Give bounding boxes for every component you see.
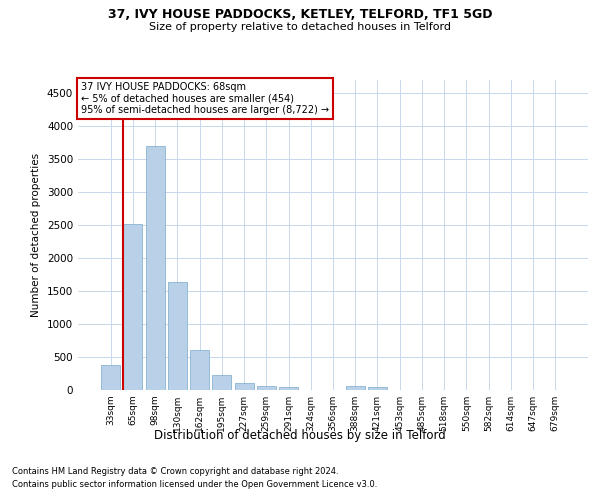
- Bar: [168, 282, 187, 390]
- Bar: [368, 386, 387, 390]
- Bar: [124, 224, 142, 390]
- Bar: [257, 386, 276, 390]
- Bar: [235, 383, 254, 390]
- Text: Contains HM Land Registry data © Crown copyright and database right 2024.: Contains HM Land Registry data © Crown c…: [12, 467, 338, 476]
- Bar: [101, 365, 120, 390]
- Bar: [190, 350, 209, 390]
- Bar: [212, 376, 231, 390]
- Text: Distribution of detached houses by size in Telford: Distribution of detached houses by size …: [154, 430, 446, 442]
- Text: Size of property relative to detached houses in Telford: Size of property relative to detached ho…: [149, 22, 451, 32]
- Bar: [279, 386, 298, 390]
- Text: 37, IVY HOUSE PADDOCKS, KETLEY, TELFORD, TF1 5GD: 37, IVY HOUSE PADDOCKS, KETLEY, TELFORD,…: [108, 8, 492, 20]
- Y-axis label: Number of detached properties: Number of detached properties: [31, 153, 41, 317]
- Text: Contains public sector information licensed under the Open Government Licence v3: Contains public sector information licen…: [12, 480, 377, 489]
- Bar: [146, 146, 164, 390]
- Bar: [346, 386, 365, 390]
- Text: 37 IVY HOUSE PADDOCKS: 68sqm
← 5% of detached houses are smaller (454)
95% of se: 37 IVY HOUSE PADDOCKS: 68sqm ← 5% of det…: [80, 82, 329, 115]
